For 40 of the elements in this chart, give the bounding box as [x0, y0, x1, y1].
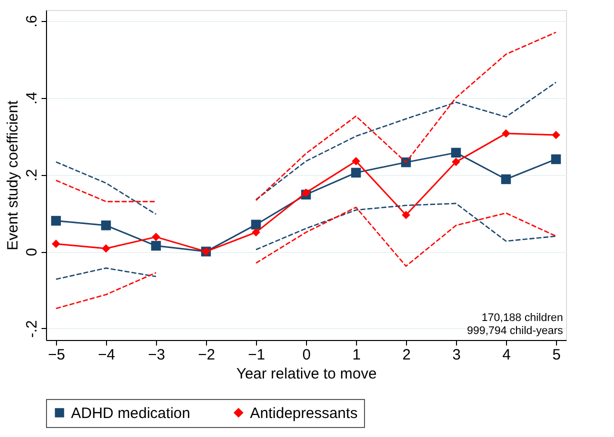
point — [451, 148, 461, 158]
point — [452, 158, 460, 166]
point — [552, 130, 560, 140]
annotation: 170,188 children — [482, 312, 563, 324]
y-tick-label: .2 — [24, 168, 40, 182]
point — [152, 232, 160, 242]
x-tick-label: 1 — [352, 346, 361, 364]
x-tick-label: −4 — [98, 346, 116, 364]
point — [302, 188, 310, 197]
point — [352, 156, 360, 166]
x-axis-title: Year relative to move — [236, 366, 377, 382]
point — [501, 174, 511, 184]
x-tick-label: 3 — [452, 346, 461, 364]
x-tick-label: 0 — [302, 346, 311, 364]
point — [51, 216, 61, 226]
legend-label: Antidepressants — [250, 404, 358, 422]
point — [551, 154, 561, 164]
x-tick-label: 4 — [502, 346, 511, 364]
point — [151, 240, 161, 251]
x-tick-label: −2 — [198, 346, 216, 364]
point — [52, 240, 60, 248]
y-tick-label: .6 — [24, 15, 40, 28]
y-tick-label: -.2 — [24, 320, 40, 338]
point — [351, 168, 361, 178]
x-tick-label: 2 — [402, 346, 411, 364]
x-tick-label: −5 — [48, 346, 66, 364]
point — [402, 210, 410, 220]
x-tick-label: 5 — [552, 346, 561, 364]
point — [252, 228, 260, 236]
y-tick-label: .4 — [24, 92, 40, 104]
x-tick-label: −1 — [248, 346, 266, 364]
legend-label: ADHD medication — [71, 404, 190, 422]
point — [502, 129, 510, 138]
point — [101, 220, 111, 230]
point — [102, 244, 110, 253]
y-tick-label: 0 — [24, 248, 40, 256]
point — [251, 220, 261, 230]
y-axis-title: Event study coefficient — [4, 100, 22, 250]
x-tick-label: −3 — [148, 346, 166, 364]
annotation: 999,794 child-years — [466, 325, 564, 337]
